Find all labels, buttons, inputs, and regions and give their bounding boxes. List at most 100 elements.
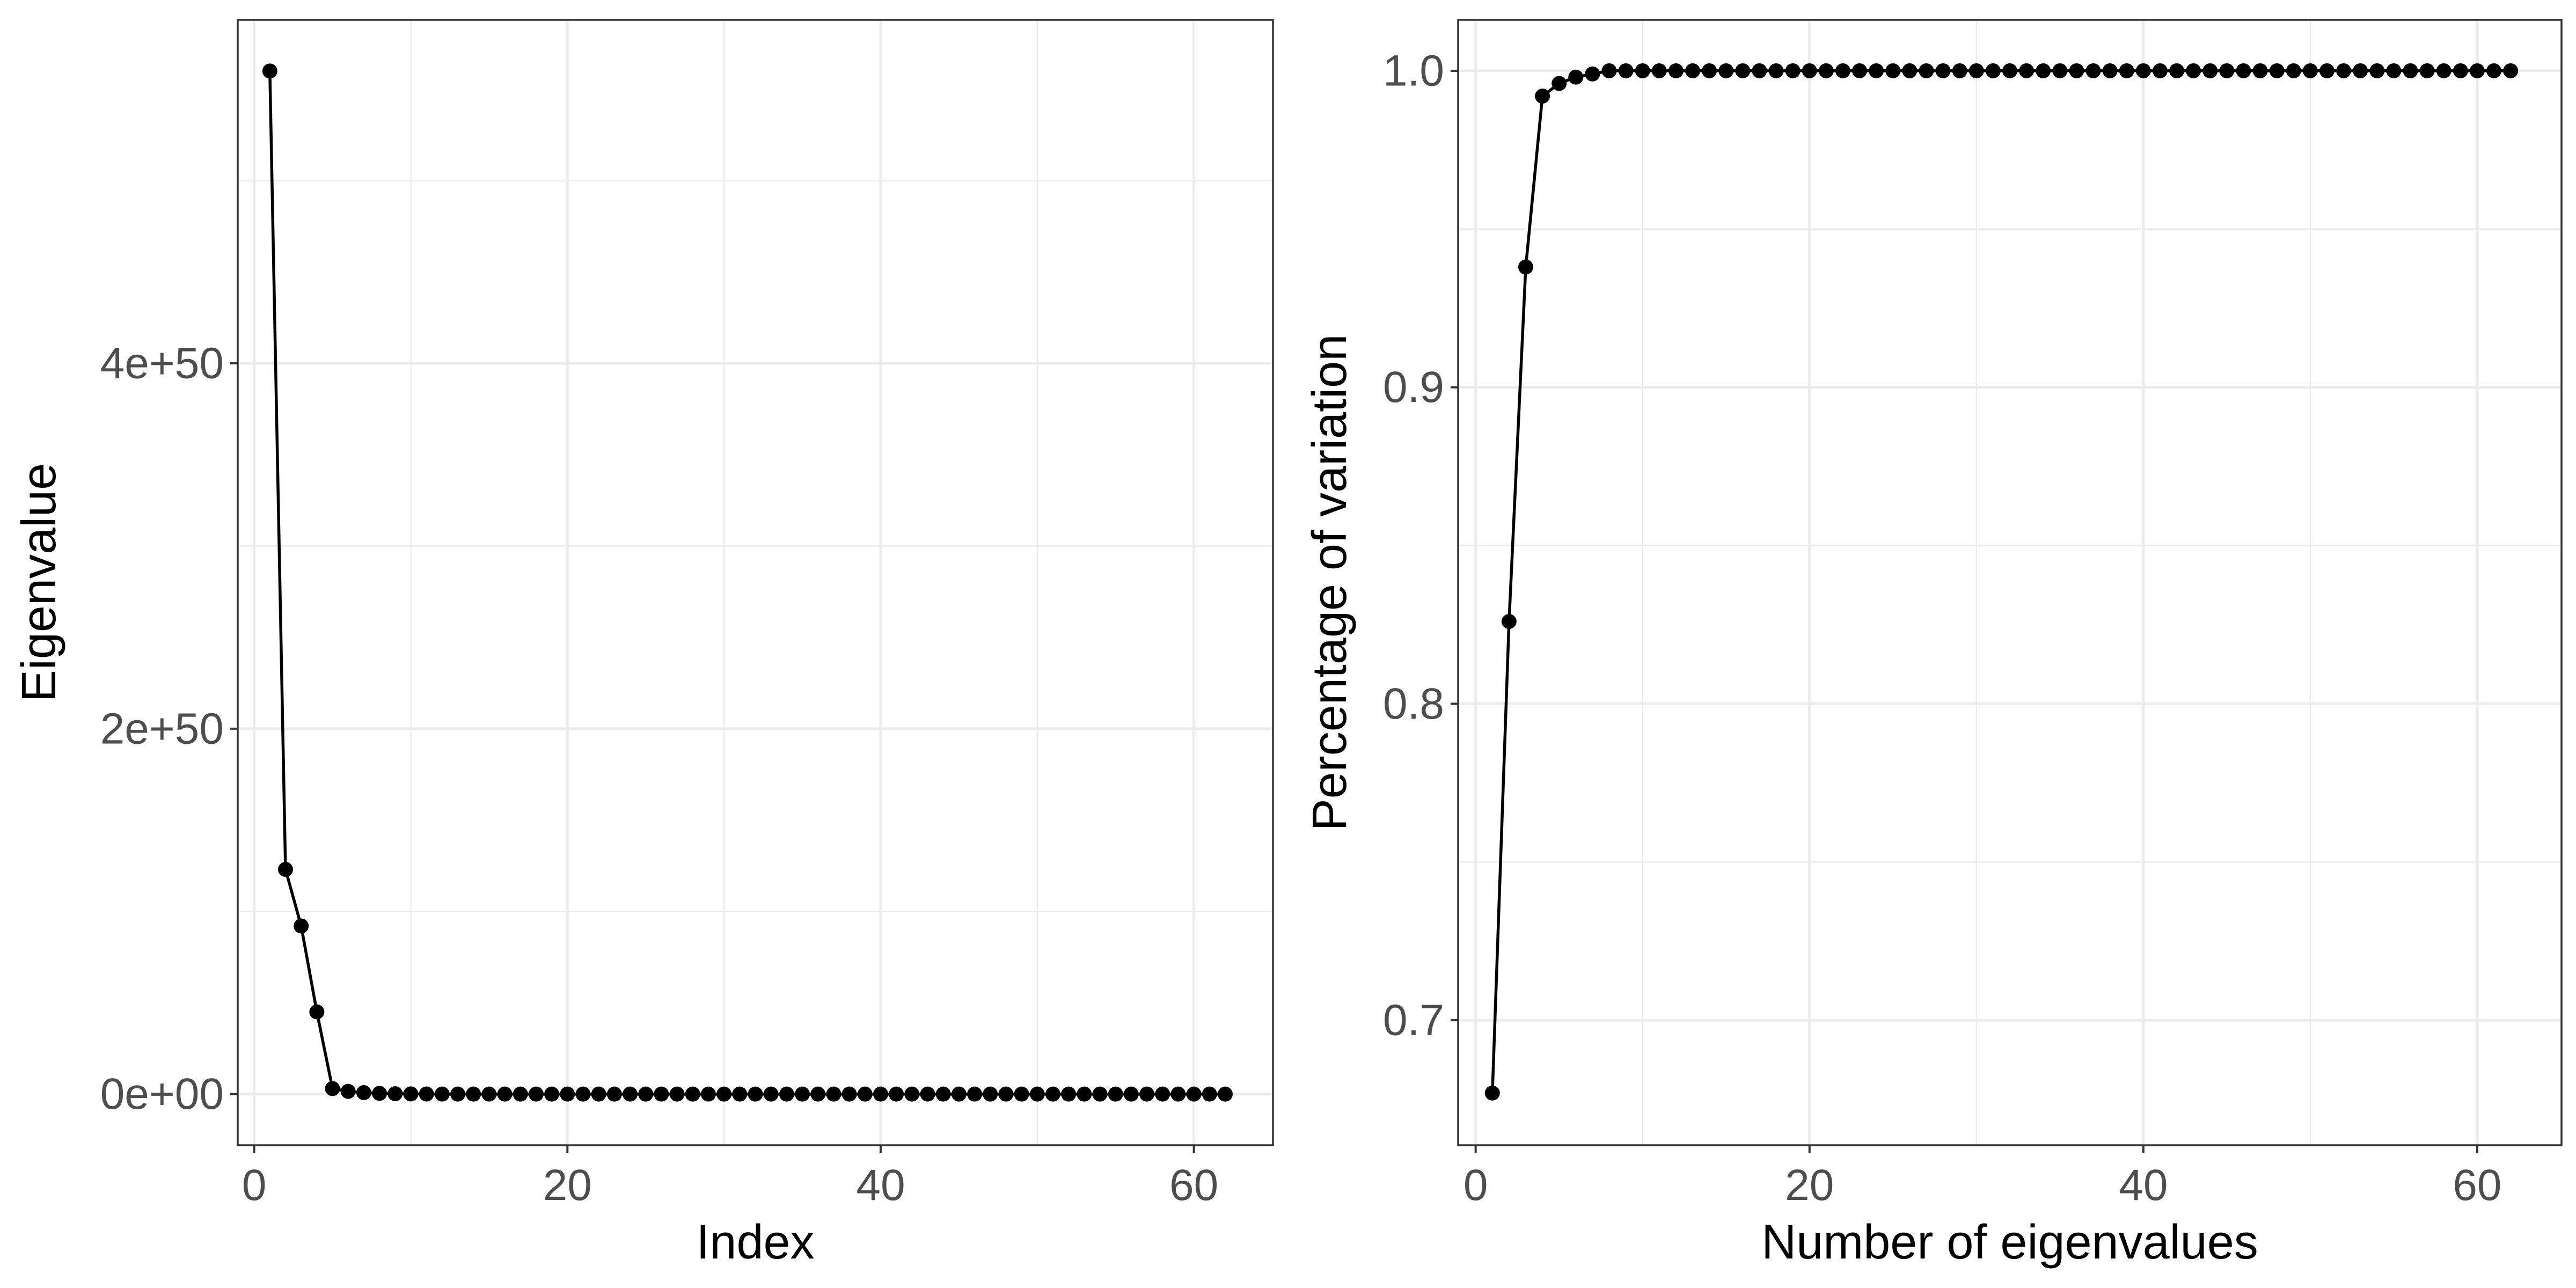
panel-1-point-52: [2336, 63, 2352, 78]
panel-0-point-42: [904, 1086, 920, 1102]
panel-0-point-62: [1217, 1086, 1233, 1102]
panel-1-point-49: [2286, 63, 2301, 78]
panel-0-x-tick-label-3: 60: [1169, 1161, 1218, 1210]
panel-1-point-19: [1785, 63, 1801, 78]
panel-0-border: [237, 19, 1274, 1146]
panel-1-point-55: [2386, 63, 2402, 78]
panel-0-x-tick-label-2: 40: [856, 1161, 905, 1210]
panel-1-point-56: [2403, 63, 2418, 78]
panel-0-point-2: [278, 861, 294, 877]
panel-1-point-51: [2319, 63, 2334, 78]
panel-1-point-17: [1752, 63, 1767, 78]
eigenvalue-chart: 0e+00 2e+50 4e+50 0 20 40 60 Index Eigenvalue: [12, 19, 1274, 1269]
panel-1-background: [1458, 20, 2562, 1145]
panel-0-point-28: [685, 1086, 700, 1102]
panel-0-x-axis-title: Index: [696, 1216, 814, 1269]
panel-0-point-47: [983, 1086, 998, 1102]
panel-0-point-19: [544, 1086, 560, 1102]
panel-0-point-56: [1123, 1086, 1139, 1102]
panel-1-point-24: [1869, 63, 1884, 78]
panel-1-point-27: [1919, 63, 1934, 78]
panel-0-point-61: [1202, 1086, 1217, 1102]
panel-1-point-40: [2135, 63, 2151, 78]
panel-1-point-42: [2169, 63, 2185, 78]
panel-0-background: [238, 20, 1273, 1145]
panel-0-point-55: [1108, 1086, 1123, 1102]
panel-0-point-36: [810, 1086, 826, 1102]
panel-1-x-tick-label-0: 0: [1463, 1161, 1488, 1210]
panel-0-point-6: [340, 1084, 356, 1099]
panel-0-point-45: [951, 1086, 967, 1102]
panel-0-point-22: [591, 1086, 606, 1102]
panel-1-point-50: [2302, 63, 2318, 78]
panel-0-point-59: [1170, 1086, 1186, 1102]
panel-0-point-33: [763, 1086, 779, 1102]
panel-1-x-tick-label-3: 60: [2453, 1161, 2501, 1210]
panel-0-point-13: [450, 1086, 466, 1102]
panel-1-point-15: [1718, 63, 1734, 78]
panel-1-point-36: [2069, 63, 2084, 78]
panel-1-point-44: [2202, 63, 2218, 78]
panel-0-point-58: [1155, 1086, 1170, 1102]
panel-1-point-25: [1885, 63, 1901, 78]
panel-0-point-11: [419, 1086, 434, 1102]
panel-0-point-12: [434, 1086, 450, 1102]
panel-1-point-43: [2186, 63, 2201, 78]
panel-0-point-39: [857, 1086, 873, 1102]
panel-0-point-14: [466, 1086, 481, 1102]
panel-1-y-tick-label-0: 0.7: [1383, 996, 1444, 1045]
panel-1-y-tick-label-3: 1.0: [1383, 46, 1444, 95]
panel-0-y-tick-label-2: 4e+50: [100, 339, 224, 387]
panel-1-point-7: [1585, 66, 1600, 82]
panel-0-point-7: [356, 1085, 371, 1100]
panel-1-point-38: [2102, 63, 2118, 78]
panel-0-point-34: [779, 1086, 794, 1102]
panel-1-point-62: [2503, 63, 2519, 78]
panel-0-x-tick-label-1: 20: [543, 1161, 592, 1210]
panel-0-x-tick-label-0: 0: [242, 1161, 267, 1210]
panel-0-point-40: [873, 1086, 888, 1102]
panel-1-point-35: [2052, 63, 2068, 78]
panel-0-point-26: [654, 1086, 669, 1102]
panel-0-point-24: [623, 1086, 638, 1102]
panel-1-point-58: [2436, 63, 2451, 78]
panel-1-point-26: [1902, 63, 1918, 78]
panel-0-point-1: [262, 63, 277, 79]
panel-1-point-6: [1568, 69, 1584, 85]
panel-0-point-9: [387, 1086, 403, 1102]
panel-1-point-21: [1818, 63, 1834, 78]
panel-1-point-46: [2236, 63, 2251, 78]
panel-1-point-12: [1668, 63, 1684, 78]
panel-0-point-23: [606, 1086, 622, 1102]
panel-0-point-31: [732, 1086, 748, 1102]
panel-1-point-48: [2269, 63, 2285, 78]
panel-0-point-17: [513, 1086, 528, 1102]
panel-1-point-3: [1518, 259, 1533, 275]
panel-0-point-48: [998, 1086, 1014, 1102]
panel-1-point-22: [1835, 63, 1850, 78]
panel-1-point-14: [1702, 63, 1717, 78]
panel-1-point-1: [1484, 1085, 1500, 1101]
panel-0-point-30: [716, 1086, 732, 1102]
panel-1-point-53: [2353, 63, 2368, 78]
panel-1-point-47: [2252, 63, 2268, 78]
panel-1-point-37: [2085, 63, 2101, 78]
panel-1-point-16: [1735, 63, 1751, 78]
panel-0-point-35: [795, 1086, 810, 1102]
panel-0-point-43: [920, 1086, 935, 1102]
panel-1-point-13: [1685, 63, 1701, 78]
panel-0-point-10: [403, 1086, 419, 1102]
panel-1-point-33: [2019, 63, 2035, 78]
panel-1-point-39: [2119, 63, 2134, 78]
panel-0-point-49: [1014, 1086, 1029, 1102]
panel-1-point-30: [1968, 63, 1984, 78]
panel-1-point-31: [1985, 63, 2001, 78]
panel-1-point-61: [2486, 63, 2502, 78]
panel-0-point-60: [1186, 1086, 1202, 1102]
panel-0-point-27: [669, 1086, 685, 1102]
panel-1-point-5: [1552, 76, 1567, 91]
panel-1-point-59: [2453, 63, 2468, 78]
panel-0-point-51: [1045, 1086, 1060, 1102]
panel-0-point-25: [638, 1086, 654, 1102]
panel-0-point-32: [748, 1086, 763, 1102]
